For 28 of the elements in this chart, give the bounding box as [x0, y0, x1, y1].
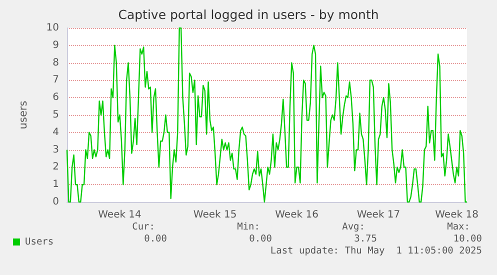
text: Avg: [342, 222, 365, 232]
text: Max: [447, 222, 470, 232]
text: 3.75 [354, 234, 377, 244]
y-tick-label: 9 [52, 40, 59, 51]
text: 0.00 [144, 234, 168, 244]
y-tick-label: 5 [52, 110, 59, 120]
text: Min: [237, 222, 260, 232]
x-tick-label: Week 15 [193, 210, 237, 220]
y-tick-label: 1 [52, 179, 59, 190]
x-tick-label: Week 16 [275, 210, 318, 220]
y-tick-label: 10 [46, 22, 59, 34]
y-tick-label: 0 [52, 196, 59, 208]
text: 10.00 [453, 234, 482, 244]
y-tick-label: 3 [52, 144, 59, 156]
y-tick-label: 6 [52, 92, 59, 104]
y-tick-label: 8 [52, 57, 59, 68]
text: Last update: Thu May 1 11:05:00 2025 [270, 246, 482, 256]
y-tick-label: 4 [52, 126, 59, 138]
x-tick-label: Week 18 [435, 210, 478, 220]
text: 0.00 [249, 234, 272, 244]
y-axis-title: users [18, 100, 30, 130]
x-tick-label: Week 17 [356, 210, 400, 220]
text: Cur: [132, 222, 155, 232]
chart-title: Captive portal logged in users - by month [118, 7, 379, 22]
y-tick-label: 7 [52, 74, 59, 86]
legend-label: Users [25, 236, 54, 248]
y-tick-label: 2 [52, 162, 59, 173]
x-tick-label: Week 14 [98, 210, 142, 220]
